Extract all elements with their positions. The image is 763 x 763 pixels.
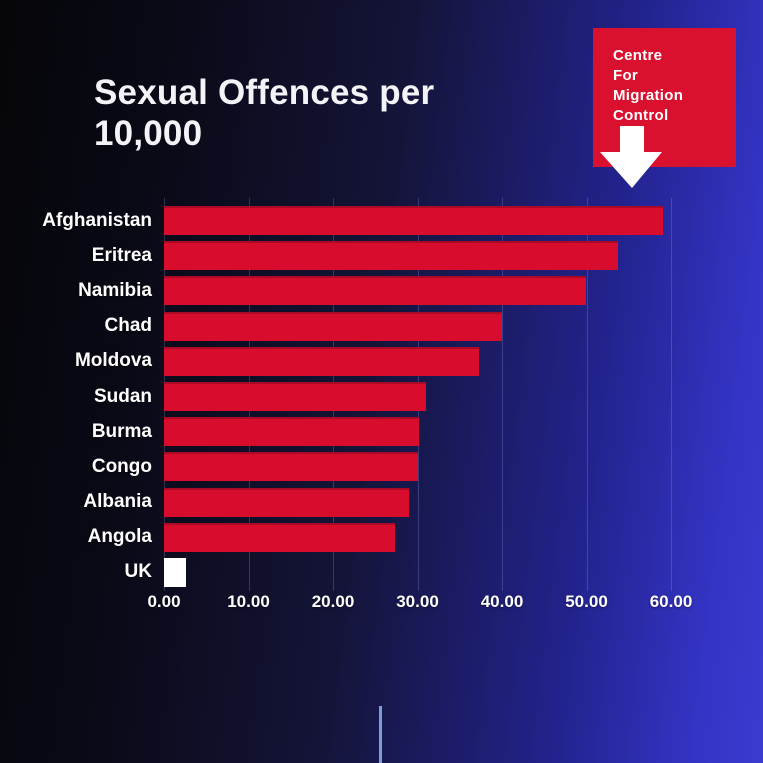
x-tick-label: 30.00: [396, 592, 439, 611]
category-label: UK: [124, 561, 152, 583]
down-arrow-icon: [600, 126, 662, 188]
x-tick-label: 60.00: [649, 592, 693, 611]
bar-albania: [164, 487, 410, 517]
category-label: Congo: [91, 455, 152, 477]
bar-chad: [164, 311, 502, 341]
category-label: Eritrea: [91, 244, 152, 266]
chart-row-afghanistan: Afghanistan: [0, 203, 763, 238]
chart-row-moldova: Moldova: [0, 344, 763, 379]
category-label: Namibia: [78, 279, 152, 301]
x-axis: 0.00 10.00 20.00 30.00 40.00 50.00 60.00: [0, 592, 763, 618]
gridline: [671, 198, 672, 591]
x-tick-label: 50.00: [565, 592, 608, 611]
chart-rows: Afghanistan Eritrea Namibia Chad Moldova Suda…: [0, 203, 763, 590]
category-label: Albania: [83, 491, 152, 513]
category-label: Chad: [104, 315, 153, 337]
logo-line-2: For: [613, 67, 639, 84]
gridline: [502, 198, 503, 591]
logo-line-4: Control: [613, 107, 669, 124]
logo-line-1: Centre: [613, 47, 663, 64]
bar-eritrea: [164, 241, 618, 271]
category-label: Burma: [91, 420, 152, 442]
bar-moldova: [164, 346, 480, 376]
chart-row-uk: UK: [0, 555, 763, 590]
chart-row-namibia: Namibia: [0, 273, 763, 308]
x-tick-label: 0.00: [147, 592, 181, 611]
chart-row-congo: Congo: [0, 449, 763, 484]
chart-row-eritrea: Eritrea: [0, 238, 763, 273]
bar-congo: [164, 452, 418, 482]
chart-row-angola: Angola: [0, 520, 763, 555]
cmc-logo: Centre For Migration Control: [593, 28, 736, 188]
chart-title: Sexual Offences per 10,000: [94, 73, 435, 154]
bar-uk: [164, 557, 186, 587]
category-label: Moldova: [74, 350, 152, 372]
chart-row-burma: Burma: [0, 414, 763, 449]
x-tick-label: 40.00: [480, 592, 524, 611]
chart-row-chad: Chad: [0, 309, 763, 344]
bar-burma: [164, 417, 420, 447]
category-label: Sudan: [93, 385, 152, 407]
category-label: Afghanistan: [42, 209, 152, 231]
x-tick-label: 10.00: [227, 592, 270, 611]
chart-row-albania: Albania: [0, 485, 763, 520]
chart-row-sudan: Sudan: [0, 379, 763, 414]
bar-angola: [164, 522, 395, 552]
logo-line-3: Migration: [613, 87, 684, 104]
decorative-vertical-line: [379, 706, 382, 763]
logo-text: Centre For Migration Control: [613, 46, 683, 126]
bar-namibia: [164, 276, 586, 306]
category-label: Angola: [87, 526, 152, 548]
bar-afghanistan: [164, 206, 663, 235]
x-tick-label: 20.00: [311, 592, 355, 611]
logo-red-square: [593, 28, 736, 167]
bar-sudan: [164, 381, 426, 411]
gridline: [586, 198, 588, 591]
